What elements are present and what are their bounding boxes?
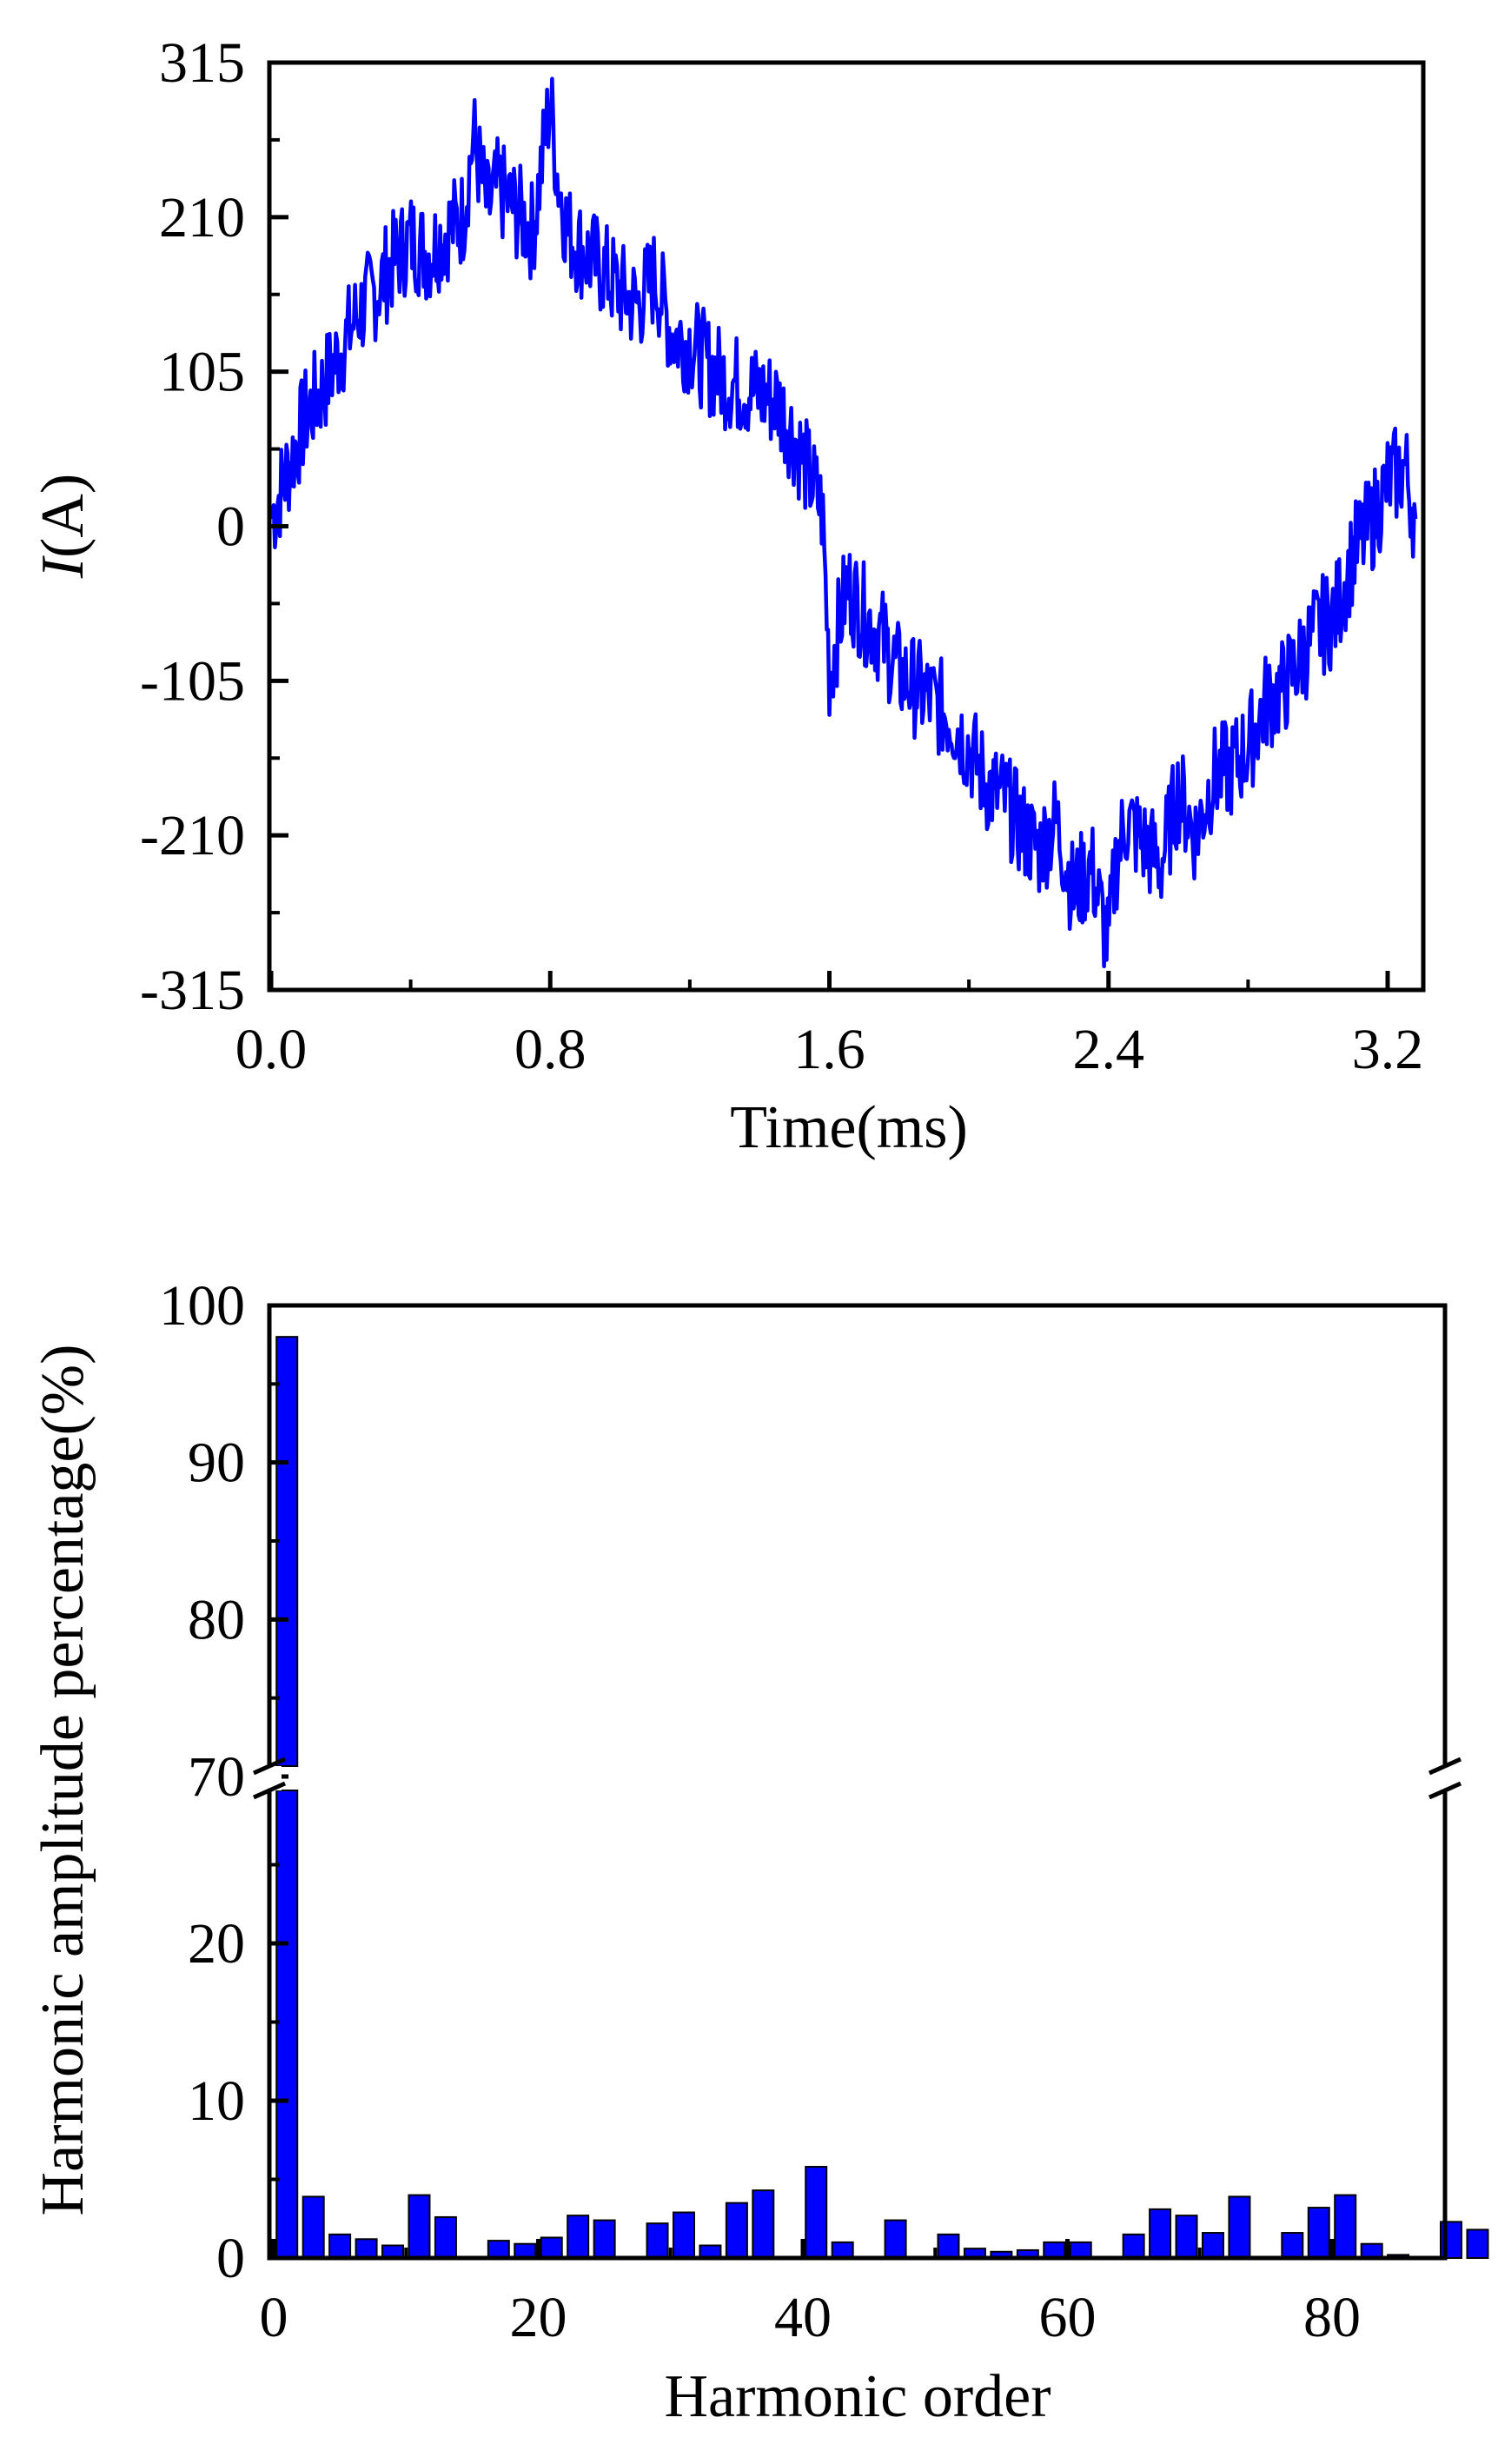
harmonic-x-tick-label: 60 — [1039, 2286, 1097, 2349]
axis-break-mark — [1428, 1781, 1462, 1800]
harmonic-bar-upper — [275, 1336, 299, 1767]
harmonic-x-axis-title: Harmonic order — [664, 2363, 1051, 2430]
harmonic-bar — [1228, 2195, 1251, 2259]
harmonic-bar — [593, 2219, 616, 2260]
harmonic-bar — [434, 2215, 457, 2259]
harmonic-bar — [1466, 2228, 1489, 2259]
harmonic-ticks-layer: 0 20 40 60 80 0 10 20 70 80 90 100 — [159, 1274, 1361, 2349]
harmonic-bar — [752, 2189, 775, 2259]
harmonic-bar — [646, 2222, 669, 2259]
current-x-tick-label: 0.8 — [514, 1018, 587, 1081]
harmonic-y-tick-label: 10 — [188, 2069, 245, 2133]
current-y-tick-label: 105 — [159, 341, 245, 404]
harmonic-y-tick-label: 70 — [188, 1745, 245, 1809]
harmonic-y-tick-label: 100 — [159, 1274, 245, 1338]
harmonic-bar — [672, 2211, 695, 2260]
harmonic-bar — [1281, 2232, 1304, 2260]
current-y-tick-label: 210 — [159, 186, 245, 249]
axis-break-mark — [252, 1757, 287, 1776]
harmonic-spectrum-chart: 0 20 40 60 80 0 10 20 70 80 90 100 Harmonic amplitu… — [30, 1274, 1489, 2430]
harmonic-bar — [1175, 2215, 1198, 2259]
axis-break-mark — [1428, 1757, 1462, 1776]
harmonic-bar — [1334, 2194, 1357, 2260]
axis-break-layer — [252, 1757, 1462, 1800]
harmonic-y-tick-label: 90 — [188, 1431, 245, 1495]
harmonic-bar — [328, 2233, 352, 2260]
harmonic-y-axis-title: Harmonic amplitude percentage(%) — [30, 1345, 96, 2216]
harmonic-y-tick-label: 0 — [216, 2227, 245, 2290]
harmonic-bar — [540, 2236, 563, 2259]
harmonic-bar — [275, 1790, 299, 2259]
harmonic-bar — [355, 2238, 378, 2260]
current-x-tick-label: 2.4 — [1073, 1018, 1145, 1081]
harmonic-bar — [302, 2195, 325, 2259]
current-series-line — [268, 76, 1418, 969]
harmonic-bar — [884, 2219, 907, 2260]
current-waveform-chart: 0.0 0.8 1.6 2.4 3.2 315 210 105 0 -105 -210 -315 I(… — [30, 31, 1426, 1161]
current-y-tick-label: 0 — [216, 495, 245, 559]
harmonic-x-tick-label: 20 — [510, 2286, 567, 2349]
current-x-tick-label: 0.0 — [235, 1018, 308, 1081]
harmonic-bar — [1122, 2233, 1145, 2260]
current-ticks-layer: 0.0 0.8 1.6 2.4 3.2 315 210 105 0 -105 -210 -315 — [140, 31, 1423, 1081]
current-y-tick-label: 315 — [159, 31, 245, 95]
harmonic-bar — [725, 2202, 748, 2259]
harmonic-x-tick-label: 40 — [774, 2286, 832, 2349]
harmonic-bar — [408, 2194, 431, 2260]
axis-break-mark — [252, 1781, 287, 1800]
harmonic-bar — [831, 2241, 854, 2259]
current-x-tick-label: 3.2 — [1352, 1018, 1424, 1081]
harmonic-bar — [937, 2233, 960, 2260]
harmonic-bar — [487, 2240, 510, 2260]
harmonic-y-tick-label: 20 — [188, 1912, 245, 1976]
current-y-tick-label: -315 — [140, 959, 245, 1022]
current-y-axis-title: I(A) — [30, 474, 96, 580]
harmonic-x-tick-label: 0 — [260, 2286, 288, 2349]
current-y-tick-label: -105 — [140, 649, 245, 713]
current-x-tick-label: 1.6 — [793, 1018, 865, 1081]
harmonic-bar — [567, 2215, 590, 2259]
harmonic-bar — [1043, 2241, 1066, 2259]
harmonic-bar — [1149, 2208, 1172, 2259]
harmonic-bar — [805, 2166, 828, 2260]
harmonic-y-tick-label: 80 — [188, 1588, 245, 1651]
harmonic-bar — [1307, 2207, 1330, 2260]
harmonic-x-tick-label: 80 — [1303, 2286, 1361, 2349]
harmonic-bar — [1201, 2232, 1224, 2260]
harmonic-bar — [1069, 2241, 1092, 2259]
current-y-tick-label: -210 — [140, 804, 245, 867]
current-series-layer — [268, 76, 1418, 969]
current-x-axis-title: Time(ms) — [730, 1094, 968, 1161]
